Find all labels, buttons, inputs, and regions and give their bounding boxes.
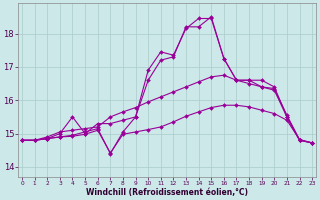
X-axis label: Windchill (Refroidissement éolien,°C): Windchill (Refroidissement éolien,°C) xyxy=(86,188,248,197)
